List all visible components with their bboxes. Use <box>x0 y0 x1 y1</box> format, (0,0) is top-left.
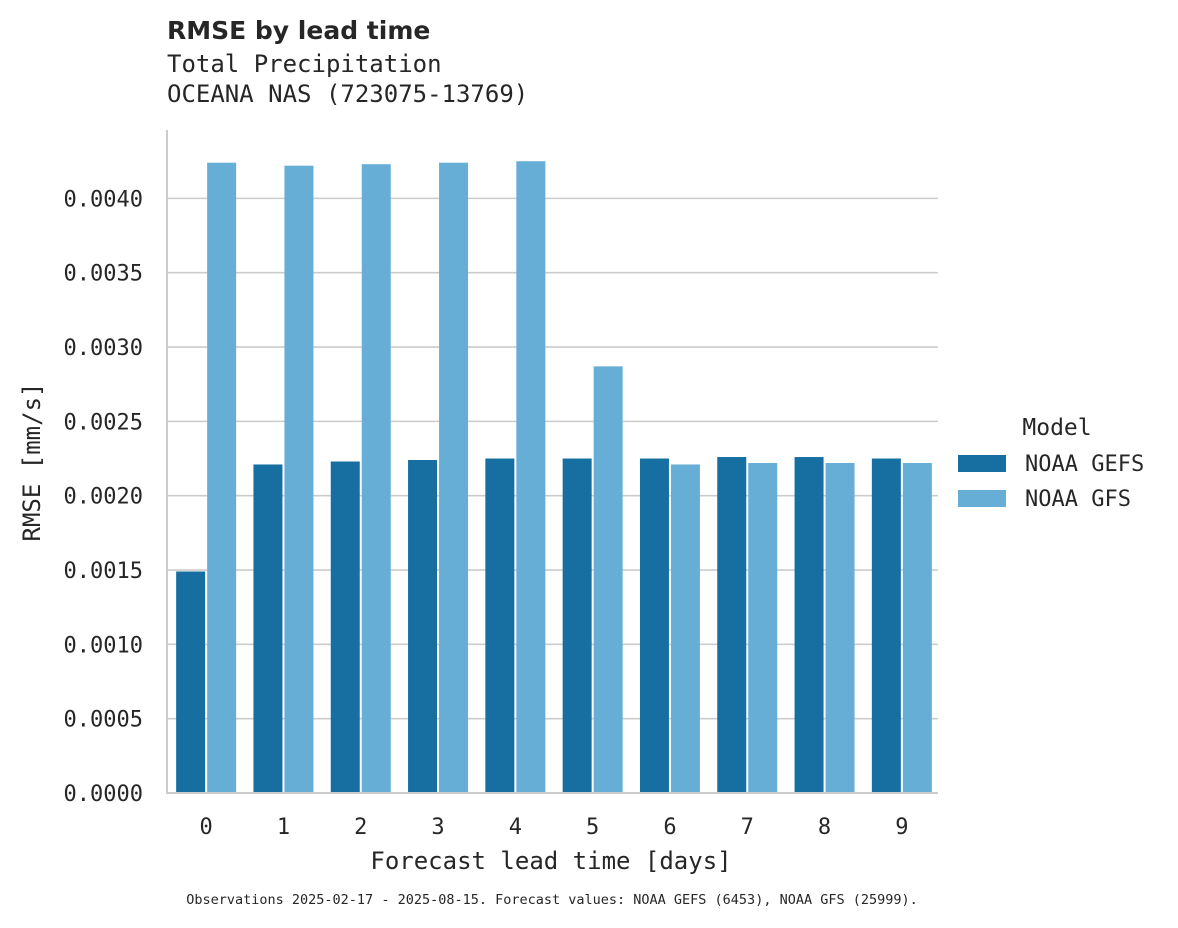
bars <box>176 161 932 794</box>
y-tick-label: 0.0040 <box>64 187 143 212</box>
x-tick-label: 8 <box>818 815 831 840</box>
x-tick-label: 5 <box>586 815 599 840</box>
legend-title: Model <box>1022 415 1091 441</box>
bar-noaa-gfs <box>516 161 546 794</box>
legend-swatch <box>958 490 1006 507</box>
y-tick-label: 0.0015 <box>64 559 143 584</box>
legend-label: NOAA GEFS <box>1025 452 1144 477</box>
legend-swatch <box>958 455 1006 472</box>
bar-noaa-gefs <box>176 571 206 793</box>
x-tick-label: 6 <box>663 815 676 840</box>
x-tick-label: 1 <box>277 815 290 840</box>
y-tick-labels: 0.0000 0.0005 0.0010 0.0015 0.0020 0.0025 0.00… <box>64 187 143 807</box>
y-tick-label: 0.0025 <box>64 410 143 435</box>
bar-noaa-gfs <box>825 462 855 793</box>
x-tick-label: 7 <box>741 815 754 840</box>
bar-noaa-gfs <box>207 162 237 793</box>
bar-noaa-gfs <box>593 366 623 793</box>
bar-noaa-gefs <box>253 464 283 793</box>
x-tick-labels: 0 1 2 3 4 5 6 7 8 9 <box>200 815 909 840</box>
legend: Model NOAA GEFS NOAA GFS <box>958 415 1144 512</box>
y-tick-label: 0.0000 <box>64 782 143 807</box>
bar-noaa-gfs <box>284 165 314 793</box>
bar-noaa-gefs <box>562 458 592 793</box>
bar-noaa-gefs <box>871 458 901 793</box>
y-tick-label: 0.0020 <box>64 485 143 510</box>
bar-noaa-gfs <box>902 462 932 793</box>
x-tick-label: 0 <box>200 815 213 840</box>
bar-noaa-gefs <box>639 458 669 793</box>
bar-noaa-gefs <box>408 460 438 793</box>
x-tick-label: 3 <box>431 815 444 840</box>
bar-noaa-gfs <box>361 164 391 794</box>
y-tick-label: 0.0035 <box>64 262 143 287</box>
axes <box>166 130 938 794</box>
y-tick-label: 0.0010 <box>64 633 143 658</box>
x-tick-label: 4 <box>509 815 522 840</box>
bar-noaa-gefs <box>485 458 515 793</box>
bar-noaa-gefs <box>794 457 824 793</box>
bar-noaa-gfs <box>670 464 700 793</box>
bar-noaa-gefs <box>717 457 747 793</box>
x-tick-label: 9 <box>895 815 908 840</box>
chart-title: RMSE by lead time <box>167 16 431 45</box>
y-tick-label: 0.0005 <box>64 708 143 733</box>
x-tick-label: 2 <box>354 815 367 840</box>
legend-label: NOAA GFS <box>1025 487 1131 512</box>
footnote: Observations 2025-02-17 - 2025-08-15. Fo… <box>186 892 918 908</box>
chart-subtitle-station: OCEANA NAS (723075-13769) <box>167 80 529 108</box>
y-axis-label: RMSE [mm/s] <box>18 383 46 542</box>
bar-noaa-gfs <box>439 162 469 793</box>
bar-noaa-gefs <box>330 461 360 793</box>
x-axis-label: Forecast lead time [days] <box>370 847 731 875</box>
chart-subtitle-variable: Total Precipitation <box>167 50 442 78</box>
y-tick-label: 0.0030 <box>64 336 143 361</box>
bar-noaa-gfs <box>748 462 778 793</box>
